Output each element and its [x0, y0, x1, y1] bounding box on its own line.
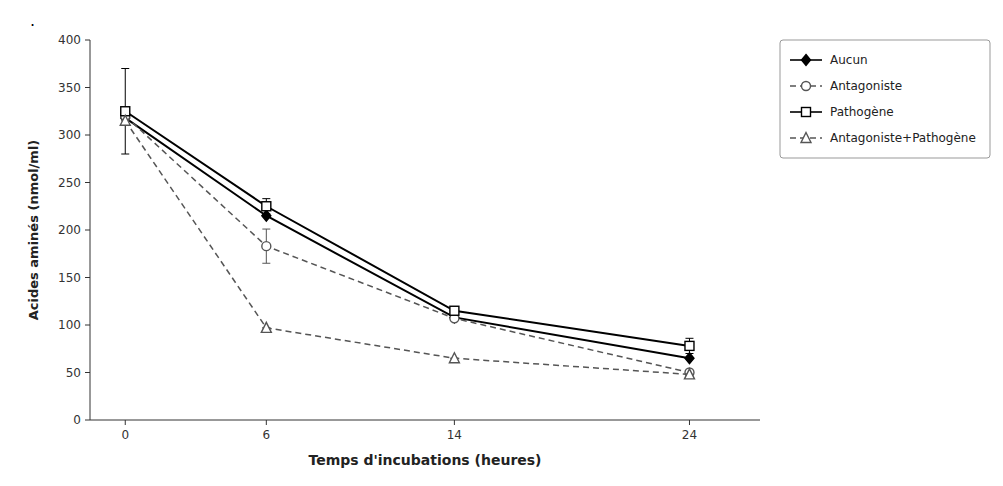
data-point [262, 202, 271, 211]
y-tick [85, 135, 90, 136]
data-point [685, 353, 694, 364]
legend-label: Antagoniste+Pathogène [830, 131, 976, 145]
data-point [120, 115, 130, 125]
legend-marker [802, 82, 811, 91]
legend-label: Aucun [830, 53, 868, 67]
error-bar [262, 229, 270, 263]
y-tick-label: 200 [58, 223, 81, 237]
x-tick-label: 0 [121, 428, 129, 442]
y-axis-label: Acides aminés (nmol/ml) [26, 140, 41, 321]
series-line [125, 121, 689, 375]
y-tick-label: 0 [73, 413, 81, 427]
data-point [684, 369, 694, 379]
data-point [685, 341, 694, 350]
y-tick-label: 150 [58, 271, 81, 285]
x-axis [90, 420, 760, 421]
y-tick [85, 182, 90, 183]
x-tick [689, 420, 690, 425]
legend-marker [802, 55, 811, 66]
y-tick-label: 400 [58, 33, 81, 47]
error-bar [262, 199, 270, 214]
y-tick [85, 420, 90, 421]
y-tick [85, 230, 90, 231]
y-tick [85, 325, 90, 326]
y-tick-label: 300 [58, 128, 81, 142]
series-line [125, 118, 689, 358]
x-tick [266, 420, 267, 425]
data-point [449, 353, 459, 363]
y-tick-label: 250 [58, 176, 81, 190]
legend-marker [802, 108, 811, 117]
error-bar [121, 69, 129, 155]
error-bar [685, 338, 693, 353]
y-tick-label: 350 [58, 81, 81, 95]
x-tick-label: 24 [682, 428, 697, 442]
legend-frame [780, 40, 990, 158]
x-tick-label: 14 [447, 428, 462, 442]
x-tick [454, 420, 455, 425]
legend-label: Antagoniste [830, 79, 902, 93]
legend: Aucun Antagoniste Pathogène Antagoniste+Pat… [780, 40, 990, 158]
x-axis-label: Temps d'incubations (heures) [308, 452, 541, 468]
legend-marker [801, 133, 811, 143]
y-tick-label: 50 [66, 366, 81, 380]
plot-area [120, 69, 694, 379]
data-point [262, 242, 271, 251]
annotation: . [30, 11, 35, 30]
y-tick [85, 372, 90, 373]
y-tick [85, 277, 90, 278]
y-tick-label: 100 [58, 318, 81, 332]
series-line [125, 111, 689, 346]
y-tick [85, 87, 90, 88]
data-point [261, 322, 271, 332]
y-tick [85, 40, 90, 41]
legend-label: Pathogène [830, 105, 894, 119]
chart: 0 6 14 24 0 50 100 150 200 250 300 350 400 Temps d'in… [0, 0, 1003, 486]
data-point [450, 306, 459, 315]
x-tick [125, 420, 126, 425]
x-tick-label: 6 [262, 428, 270, 442]
